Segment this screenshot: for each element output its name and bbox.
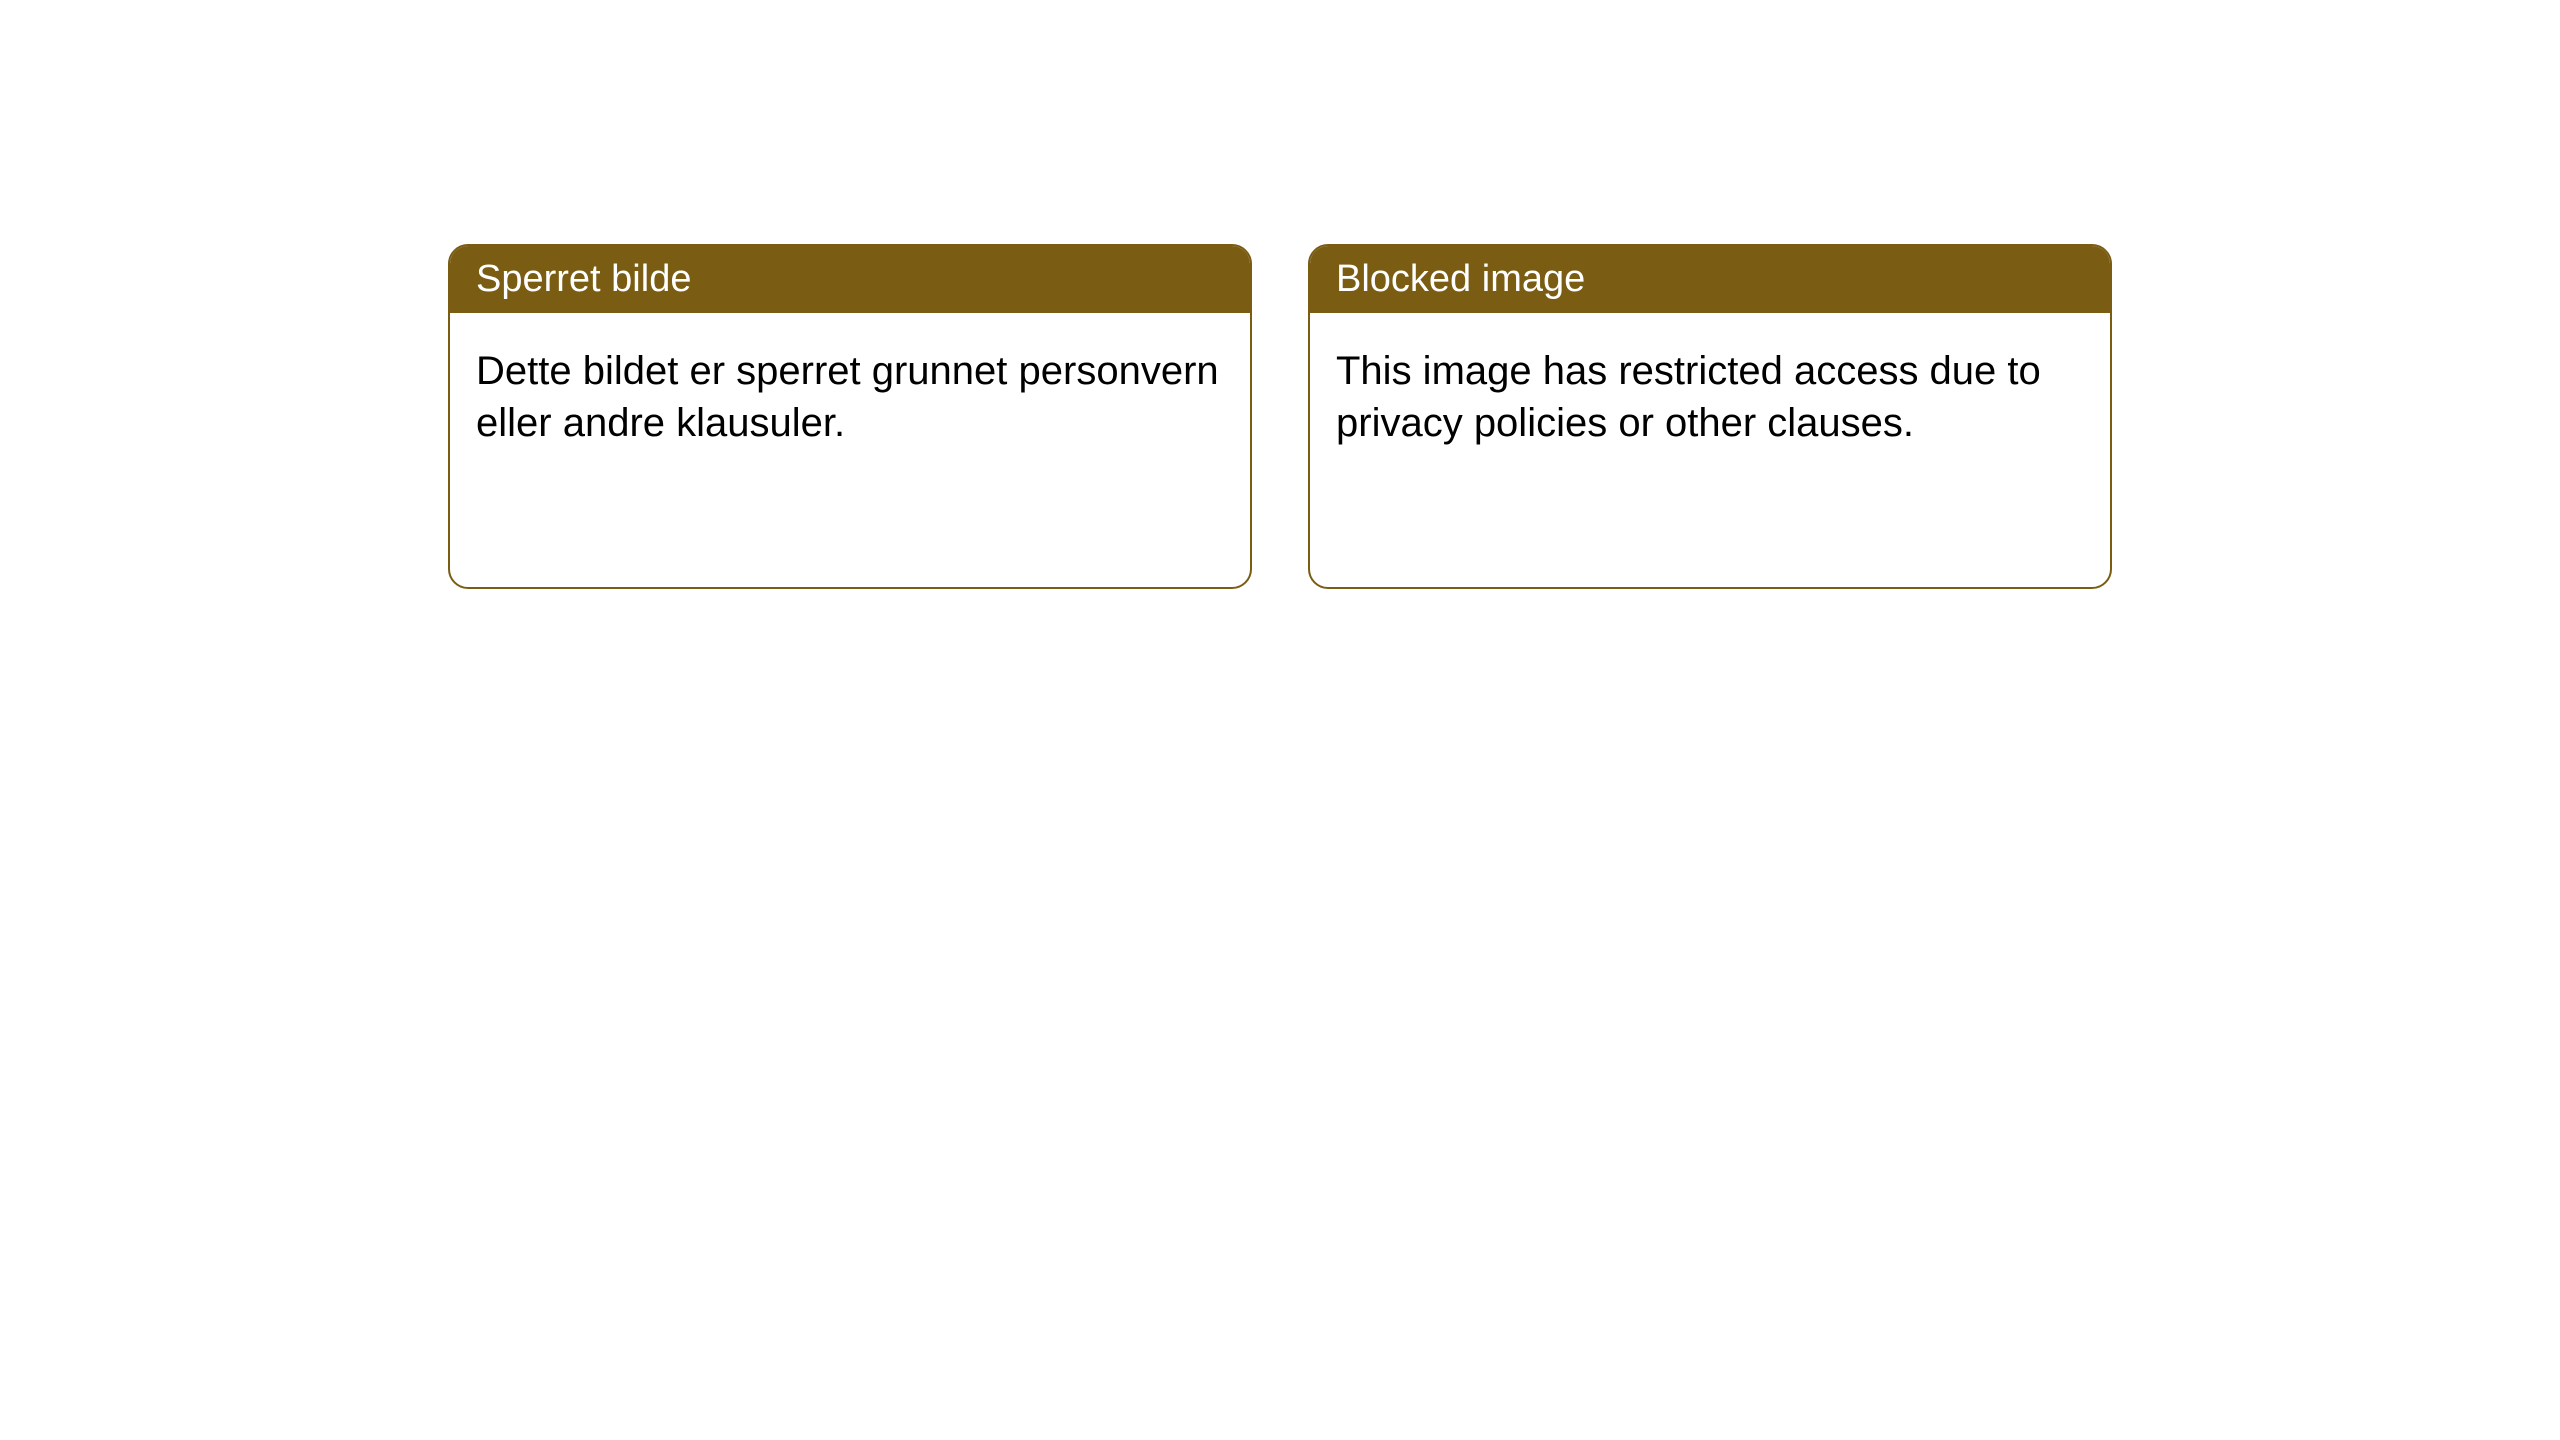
notice-header: Blocked image	[1310, 246, 2110, 313]
notice-container: Sperret bilde Dette bildet er sperret gr…	[0, 0, 2560, 589]
notice-card-english: Blocked image This image has restricted …	[1308, 244, 2112, 589]
notice-body: Dette bildet er sperret grunnet personve…	[450, 313, 1250, 587]
notice-card-norwegian: Sperret bilde Dette bildet er sperret gr…	[448, 244, 1252, 589]
notice-header: Sperret bilde	[450, 246, 1250, 313]
notice-body: This image has restricted access due to …	[1310, 313, 2110, 587]
